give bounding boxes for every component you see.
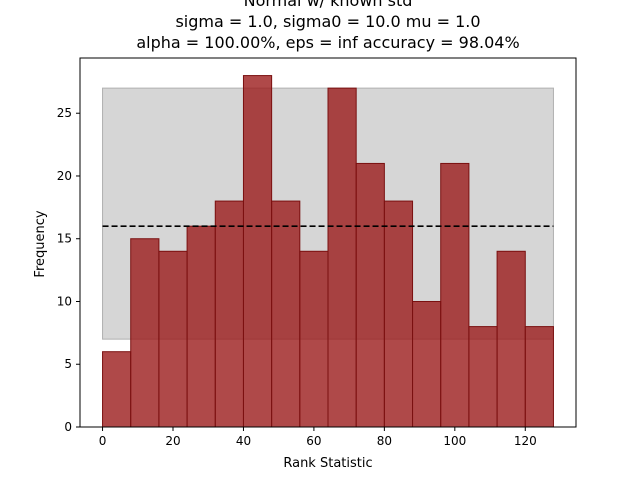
histogram-bar [102, 351, 132, 428]
y-tick-label: 15 [57, 232, 72, 246]
histogram-bar [412, 300, 442, 428]
y-tick-label: 0 [64, 420, 72, 434]
x-tick-label: 20 [165, 434, 180, 448]
histogram-bar [440, 162, 470, 428]
x-tick-label: 60 [306, 434, 321, 448]
histogram-bar [271, 200, 301, 428]
chart-title-line-1: Normal w/ known std [244, 0, 413, 10]
x-tick-label: 0 [99, 434, 107, 448]
x-tick-label: 80 [377, 434, 392, 448]
histogram-bar [158, 250, 188, 428]
histogram-bar [130, 238, 160, 428]
x-axis-label: Rank Statistic [283, 456, 372, 471]
y-tick-label: 5 [64, 357, 72, 371]
y-tick-label: 10 [57, 294, 72, 308]
axes-frame [79, 57, 577, 428]
histogram-bar [186, 225, 216, 428]
histogram-bar [496, 250, 526, 428]
y-tick-label: 20 [57, 169, 72, 183]
x-tick-label: 100 [443, 434, 466, 448]
histogram-bar [355, 162, 385, 428]
x-tick-label: 120 [514, 434, 537, 448]
plot-area [79, 57, 577, 428]
y-axis-label: Frequency [33, 210, 48, 277]
histogram-bar [524, 326, 554, 428]
histogram-bar [327, 87, 357, 428]
histogram-bar [383, 200, 414, 428]
chart-title: Normal w/ known std sigma = 1.0, sigma0 … [136, 0, 519, 52]
histogram-bar [468, 326, 498, 428]
y-tick-label: 25 [57, 106, 72, 120]
histogram-bar [299, 250, 329, 428]
chart-title-line-2: sigma = 1.0, sigma0 = 10.0 mu = 1.0 [175, 12, 480, 31]
chart-title-line-3: alpha = 100.00%, eps = inf accuracy = 98… [136, 33, 519, 52]
histogram-bar [242, 75, 273, 428]
histogram-bar [214, 200, 244, 428]
axis-ticks: 0 20 40 60 80 100 120 0 5 10 15 20 25 [57, 106, 537, 448]
x-tick-label: 40 [236, 434, 251, 448]
